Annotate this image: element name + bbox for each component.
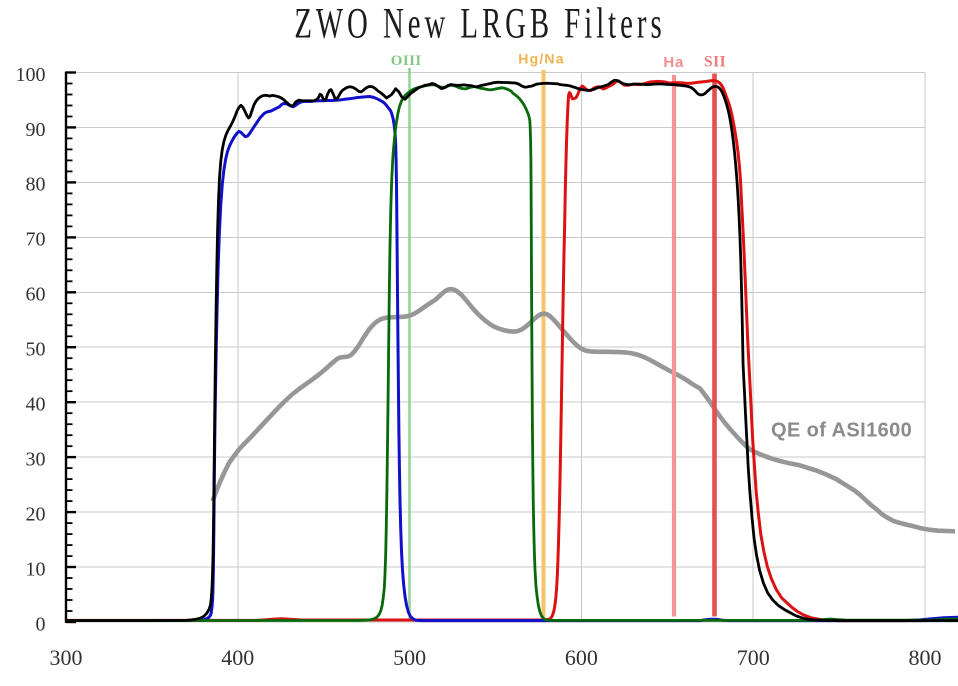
svg-text:100: 100 <box>16 64 46 86</box>
svg-text:400: 400 <box>221 645 254 670</box>
svg-text:10: 10 <box>26 558 46 580</box>
svg-text:Hg/Na: Hg/Na <box>518 51 564 67</box>
svg-text:800: 800 <box>909 645 942 670</box>
svg-text:500: 500 <box>393 645 426 670</box>
svg-text:60: 60 <box>26 284 46 306</box>
svg-text:300: 300 <box>50 645 83 670</box>
svg-text:30: 30 <box>26 448 46 470</box>
svg-text:SII: SII <box>704 54 726 71</box>
svg-text:80: 80 <box>26 174 46 196</box>
svg-text:Ha: Ha <box>663 54 684 71</box>
svg-text:600: 600 <box>565 645 598 670</box>
svg-text:90: 90 <box>26 119 46 141</box>
svg-text:OIII: OIII <box>391 53 422 69</box>
svg-text:50: 50 <box>26 339 46 361</box>
svg-text:70: 70 <box>26 229 46 251</box>
svg-text:20: 20 <box>26 503 46 525</box>
svg-text:700: 700 <box>737 645 770 670</box>
svg-text:0: 0 <box>36 613 46 635</box>
svg-text:40: 40 <box>26 394 46 416</box>
svg-text:QE of ASI1600: QE of ASI1600 <box>771 420 912 442</box>
svg-text:ZWO New LRGB Filters: ZWO New LRGB Filters <box>294 0 665 47</box>
